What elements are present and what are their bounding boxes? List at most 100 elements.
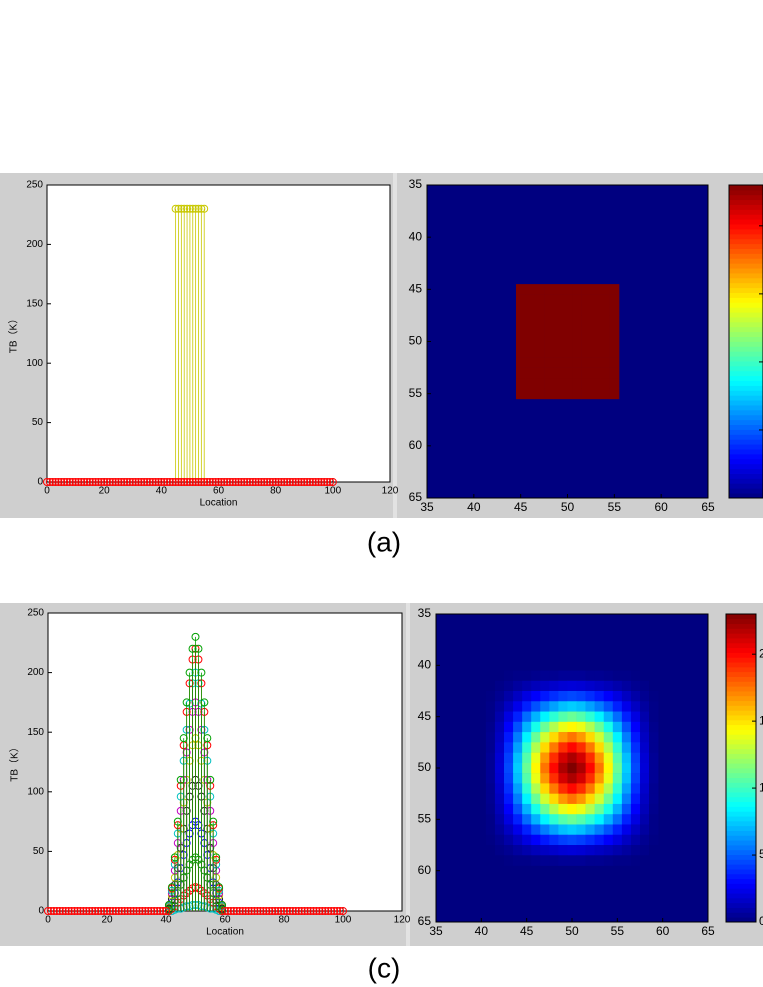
heatmap-cell (621, 824, 632, 836)
heatmap-cell (594, 803, 605, 815)
heatmap-cell (540, 742, 550, 753)
heatmap-cell (549, 721, 559, 733)
colorbar-segment (726, 676, 756, 682)
heatmap-cell (504, 783, 514, 794)
stem-marker (63, 478, 72, 486)
stem-marker (251, 478, 260, 486)
heatmap-cell (590, 336, 601, 348)
colorbar-segment (729, 185, 763, 191)
heatmap-cell (504, 752, 514, 764)
colorbar-segment (726, 859, 756, 865)
stem-marker (154, 478, 163, 486)
colorbar-segment (726, 647, 756, 653)
heatmap-cell (549, 762, 559, 774)
heatmap-cell (522, 845, 532, 856)
stem-marker (248, 478, 257, 486)
colorbar-segment (729, 439, 763, 445)
heatmap-cell (576, 691, 586, 702)
heatmap-cell (612, 732, 623, 743)
heatmap-cell (522, 670, 532, 682)
colorbar-segment (729, 258, 763, 264)
heatmap-cell (485, 834, 496, 846)
heatmap-cell (581, 346, 592, 358)
heatmap-cell (585, 793, 595, 805)
heatmap-cell (630, 691, 641, 702)
heatmap-cell (594, 670, 605, 682)
stem-marker (277, 478, 286, 486)
heatmap-cell (630, 803, 641, 815)
heatmap-cell (531, 721, 541, 733)
heatmap-cell (621, 773, 632, 784)
colorbar-segment (726, 912, 756, 918)
heatmap-cell (515, 284, 526, 295)
stem-marker (243, 478, 252, 486)
heatmap-cell (594, 711, 605, 723)
heatmap-cell (576, 732, 586, 743)
heatmap-cell (567, 762, 577, 774)
stem-marker (297, 478, 306, 486)
heatmap-cell (504, 670, 514, 682)
heatmap-cell (609, 294, 620, 306)
stem-marker (320, 478, 329, 486)
heatmap-cell (504, 803, 514, 815)
heatmap-cell (621, 670, 632, 682)
colorbar-segment (726, 743, 756, 750)
heatmap-cell (540, 721, 550, 733)
heatmap-cell (549, 783, 559, 794)
heatmap-cell (531, 803, 541, 815)
heatmap-cell (562, 357, 573, 368)
y-tick-label: 50 (418, 760, 432, 774)
x-tick-label: 50 (561, 500, 575, 514)
x-tick-label: 0 (44, 486, 50, 497)
heatmap-cell (567, 680, 577, 692)
heatmap-cell (609, 325, 620, 337)
stem-marker (159, 907, 168, 915)
colorbar-segment (729, 468, 763, 474)
heatmap-cell (600, 284, 610, 295)
stem-marker (91, 907, 100, 915)
stem-marker (120, 907, 129, 915)
y-axis-label: TB（K） (9, 742, 21, 781)
heatmap-cell (640, 670, 650, 682)
heatmap-cell (621, 814, 632, 825)
heatmap-cell (513, 855, 523, 866)
heatmap-cell (594, 824, 605, 836)
heatmap-cell (572, 284, 582, 295)
heatmap-cell (567, 721, 577, 733)
colorbar-segment (726, 710, 756, 716)
heatmap-cell (515, 336, 526, 348)
heatmap-cell (621, 711, 632, 723)
heatmap-cell (513, 680, 523, 692)
stem-marker (150, 907, 159, 915)
heatmap-cell (581, 388, 592, 400)
colorbar-segment (726, 695, 756, 702)
heatmap-cell (522, 824, 532, 836)
heatmap-cell (494, 670, 505, 682)
heatmap-cell (558, 732, 568, 743)
y-tick-label: 0 (38, 906, 44, 917)
x-tick-label: 35 (429, 924, 443, 938)
heatmap-cell (513, 824, 523, 836)
stem-marker (191, 632, 200, 641)
stem-marker (229, 907, 238, 915)
colorbar-segment (729, 385, 763, 391)
caption: (c) (368, 952, 401, 983)
heatmap-cell (621, 783, 632, 794)
heatmap-cell (553, 304, 564, 316)
heatmap-cell (562, 284, 573, 295)
stem-marker (141, 907, 150, 915)
colorbar-segment (729, 390, 763, 396)
stem-marker (46, 907, 55, 915)
x-tick-label: 100 (335, 915, 352, 926)
colorbar-segment (729, 375, 763, 382)
heatmap-cell (540, 691, 550, 702)
heatmap-cell (576, 824, 586, 836)
stem-marker (206, 775, 215, 784)
colorbar-segment (729, 326, 763, 333)
heatmap-cell (590, 284, 601, 295)
heatmap-cell (649, 752, 659, 764)
heatmap-cell (562, 336, 573, 348)
y-tick-label: 100 (27, 786, 44, 797)
heatmap-cell (504, 814, 514, 825)
y-tick-label: 250 (27, 608, 44, 619)
